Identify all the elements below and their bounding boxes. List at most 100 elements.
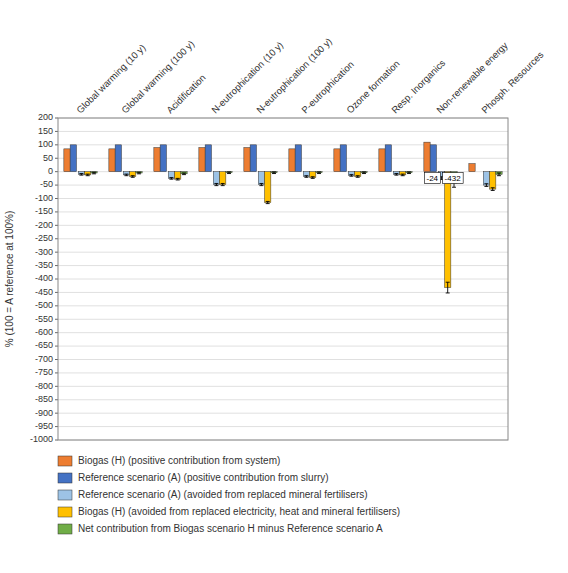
series [70, 145, 436, 172]
legend-label: Biogas (H) (avoided from replaced electr… [78, 506, 400, 517]
error-bar [401, 174, 405, 176]
bar [310, 172, 316, 178]
tick-label: N-eutrophication (10 y) [209, 39, 285, 115]
legend-swatch [58, 490, 72, 500]
annotation-text: -432 [445, 174, 462, 183]
bar [490, 172, 496, 189]
error-bar-cap [446, 282, 450, 283]
annotation: -432 [443, 173, 464, 184]
tick-label: Phosph. Resources [479, 49, 546, 116]
bar [400, 172, 406, 175]
bar [406, 172, 412, 173]
grid-line [58, 346, 508, 347]
bar [130, 172, 136, 177]
bar [181, 172, 187, 174]
grid-line [58, 211, 508, 212]
bar [265, 172, 271, 203]
grid-line [58, 305, 508, 306]
legend-swatch [58, 456, 72, 466]
error-bar-cap [349, 174, 353, 175]
tick-label: -550 [35, 314, 53, 324]
annotation-text: -24 [426, 174, 438, 183]
y-axis: 200150100500-50-100-150-200-250-300-350-… [30, 112, 508, 444]
error-bar-cap [169, 179, 173, 180]
bar [348, 172, 354, 176]
error-bar-cap [497, 175, 501, 176]
error-bar [491, 188, 495, 191]
error-bar-cap [311, 176, 315, 177]
bar [258, 172, 264, 185]
error-bar [137, 172, 141, 174]
error-bar-cap [394, 175, 398, 176]
grid-line [58, 372, 508, 373]
error-bar [356, 176, 360, 178]
bar [160, 145, 166, 172]
error-bar [272, 172, 276, 174]
error-bar-cap [221, 183, 225, 184]
error-bar-cap [86, 174, 90, 175]
x-axis: Global warming (10 y)Global warming (100… [74, 36, 546, 116]
bar [91, 172, 97, 173]
error-bar-cap [491, 190, 495, 191]
tick-label: -50 [40, 179, 53, 189]
legend-label: Biogas (H) (positive contribution from s… [78, 455, 280, 466]
error-bar-cap [349, 176, 353, 177]
error-bar-cap [131, 177, 135, 178]
tick-label: -400 [35, 273, 53, 283]
tick-label: -700 [35, 354, 53, 364]
bar [168, 172, 174, 179]
error-bar-cap [227, 171, 231, 172]
tick-label: -800 [35, 381, 53, 391]
bar [64, 149, 70, 172]
bar [205, 145, 211, 172]
error-bar-cap [491, 187, 495, 188]
plot-area [58, 118, 508, 440]
error-bar-cap [176, 178, 180, 179]
bar [475, 171, 481, 172]
error-bar-cap [124, 174, 128, 175]
error-bar [304, 176, 308, 178]
bar [175, 172, 181, 180]
error-bar-cap [92, 173, 96, 174]
tick-label: Acidification [164, 72, 208, 116]
error-bar-cap [317, 173, 321, 174]
error-bar-cap [176, 179, 180, 180]
error-bar-cap [401, 175, 405, 176]
bar [430, 145, 436, 172]
grid-line [58, 265, 508, 266]
tick-label: -900 [35, 408, 53, 418]
grid-line [58, 386, 508, 387]
bar [393, 172, 399, 175]
error-bar-cap [407, 173, 411, 174]
error-bar-cap [137, 173, 141, 174]
bar [154, 148, 160, 172]
error-bar [92, 172, 96, 174]
bar [385, 145, 391, 172]
bar [361, 172, 367, 173]
error-bar [124, 174, 128, 176]
grid-line [58, 359, 508, 360]
series [91, 172, 502, 184]
error-bar-cap [124, 175, 128, 176]
error-bar [221, 183, 225, 185]
error-bar [86, 174, 90, 176]
grid-line [58, 413, 508, 414]
error-bar-cap [86, 175, 90, 176]
error-bar-cap [362, 173, 366, 174]
tick-label: -650 [35, 340, 53, 350]
bar [109, 149, 115, 172]
error-bar [182, 173, 186, 175]
error-bar-cap [484, 186, 488, 187]
error-bar-cap [304, 175, 308, 176]
error-bar-cap [227, 173, 231, 174]
axis-label: % (100 = A reference at 100%) [4, 211, 15, 347]
legend-swatch [58, 507, 72, 517]
series [85, 172, 496, 288]
grid-line [58, 185, 508, 186]
bar [483, 172, 489, 185]
error-bar-cap [221, 185, 225, 186]
error-bar-cap [394, 173, 398, 174]
tick-label: -200 [35, 220, 53, 230]
bar [469, 164, 475, 172]
tick-label: 100 [38, 139, 53, 149]
